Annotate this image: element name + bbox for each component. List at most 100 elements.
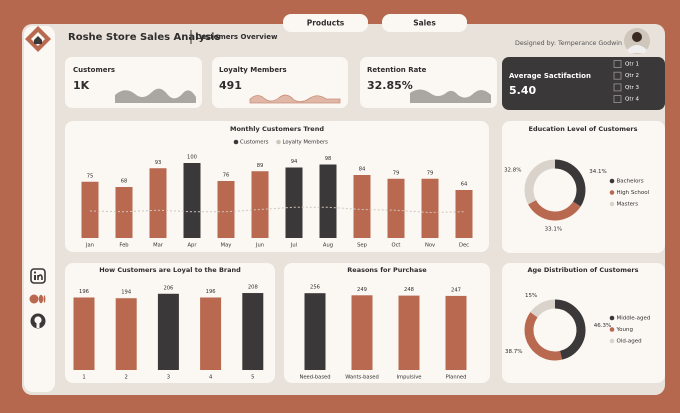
- donut-segment: [554, 159, 586, 207]
- x-tick-label: Aug: [323, 243, 333, 249]
- kpi-value: 32.85%: [367, 79, 413, 92]
- x-tick-label: Jul: [290, 243, 297, 249]
- x-tick-label: 5: [251, 375, 254, 381]
- data-label: 249: [357, 287, 367, 293]
- data-label: 38.7%: [505, 349, 522, 355]
- tab[interactable]: [283, 14, 368, 32]
- donut-segment: [554, 299, 586, 360]
- bar: [149, 168, 167, 238]
- chart-title: Age Distribution of Customers: [527, 266, 638, 274]
- bar: [387, 178, 405, 238]
- data-label: 208: [248, 285, 258, 291]
- data-label: 84: [359, 167, 366, 173]
- bar: [285, 167, 303, 238]
- legend-marker: [609, 190, 615, 195]
- data-label: 75: [87, 173, 94, 179]
- checkbox[interactable]: [613, 60, 622, 68]
- dashboard-title: Roshe Store Sales Analysis: [68, 32, 220, 43]
- credit: Designed by: Temperance Godwin: [515, 40, 622, 47]
- chart-card: [284, 263, 490, 383]
- legend-label: Middle-aged: [617, 316, 651, 322]
- bar: [73, 297, 95, 370]
- donut-segment: [530, 299, 556, 318]
- data-label: 76: [223, 173, 230, 179]
- bar: [304, 293, 326, 370]
- checkbox-label[interactable]: Qtr 1: [625, 62, 639, 68]
- x-tick-label: Sep: [357, 243, 367, 249]
- bar: [217, 181, 235, 238]
- bar: [251, 171, 269, 238]
- filter-value: 5.40: [509, 84, 536, 97]
- x-tick-label: Jun: [255, 243, 264, 249]
- legend-label: Customers: [240, 140, 269, 146]
- x-tick-label: Feb: [119, 243, 129, 249]
- x-tick-label: Dec: [459, 243, 469, 249]
- logo: [25, 26, 51, 52]
- data-label: 247: [451, 287, 461, 293]
- legend-marker: [609, 315, 615, 321]
- x-tick-label: Nov: [425, 243, 435, 249]
- bar: [351, 295, 373, 370]
- sparkline: [115, 88, 196, 103]
- kpi-card: [360, 57, 497, 108]
- data-label: 248: [404, 287, 414, 293]
- legend-marker: [609, 201, 615, 207]
- kpi-label: Loyalty Members: [219, 66, 287, 74]
- checkbox[interactable]: [613, 71, 622, 80]
- filter-card: [502, 57, 665, 110]
- bar: [81, 181, 99, 238]
- checkbox-label[interactable]: Qtr 4: [625, 97, 639, 103]
- checkbox[interactable]: [613, 83, 622, 92]
- legend-marker: [609, 327, 615, 332]
- data-label: 256: [310, 285, 320, 291]
- legend-marker: [233, 139, 239, 145]
- x-tick-label: Need-based: [299, 375, 330, 381]
- x-tick-label: Oct: [392, 243, 401, 249]
- x-tick-label: 4: [209, 375, 213, 381]
- data-label: 79: [427, 170, 434, 176]
- chart-title: Education Level of Customers: [529, 125, 638, 133]
- bar: [398, 295, 420, 370]
- x-tick-label: Apr: [188, 243, 198, 249]
- legend-marker: [609, 338, 615, 344]
- x-tick-label: 2: [125, 375, 128, 381]
- medium-icon[interactable]: [29, 294, 46, 304]
- sparkline: [249, 94, 341, 104]
- chart-title: Monthly Customers Trend: [230, 125, 324, 133]
- checkbox-label[interactable]: Qtr 2: [625, 73, 639, 79]
- linkedin-icon[interactable]: [30, 268, 46, 284]
- x-tick-label: Mar: [153, 243, 164, 249]
- tab-label[interactable]: Products: [307, 19, 345, 28]
- github-icon[interactable]: [30, 313, 46, 329]
- x-tick-label: Wants-based: [345, 375, 379, 381]
- legend-label: Young: [616, 327, 633, 333]
- donut-segment: [524, 312, 563, 361]
- x-tick-label: May: [221, 243, 232, 249]
- bar: [183, 163, 201, 238]
- bar: [200, 297, 222, 370]
- tab-label[interactable]: Sales: [413, 19, 436, 28]
- checkbox[interactable]: [613, 95, 622, 103]
- legend-label: Masters: [617, 202, 639, 208]
- x-tick-label: Planned: [446, 375, 467, 381]
- checkbox-label[interactable]: Qtr 3: [625, 85, 639, 91]
- chart-title: Reasons for Purchase: [347, 266, 427, 274]
- data-label: 89: [257, 163, 264, 169]
- chart-title: How Customers are Loyal to the Brand: [99, 266, 241, 274]
- data-label: 15%: [525, 293, 537, 299]
- legend-marker: [609, 178, 615, 184]
- bar: [115, 298, 137, 370]
- data-label: 196: [206, 289, 216, 295]
- data-label: 206: [163, 285, 173, 291]
- data-label: 33.1%: [545, 226, 562, 232]
- x-tick-label: Impulsive: [396, 375, 421, 381]
- data-label: 94: [291, 159, 298, 165]
- kpi-label: Retention Rate: [367, 66, 427, 74]
- tab[interactable]: [382, 14, 467, 32]
- bar: [445, 295, 467, 370]
- avatar: [624, 28, 650, 54]
- x-tick-label: 1: [82, 375, 85, 381]
- filter-title: Average Sactifaction: [509, 72, 591, 80]
- data-label: 46.3%: [594, 323, 611, 329]
